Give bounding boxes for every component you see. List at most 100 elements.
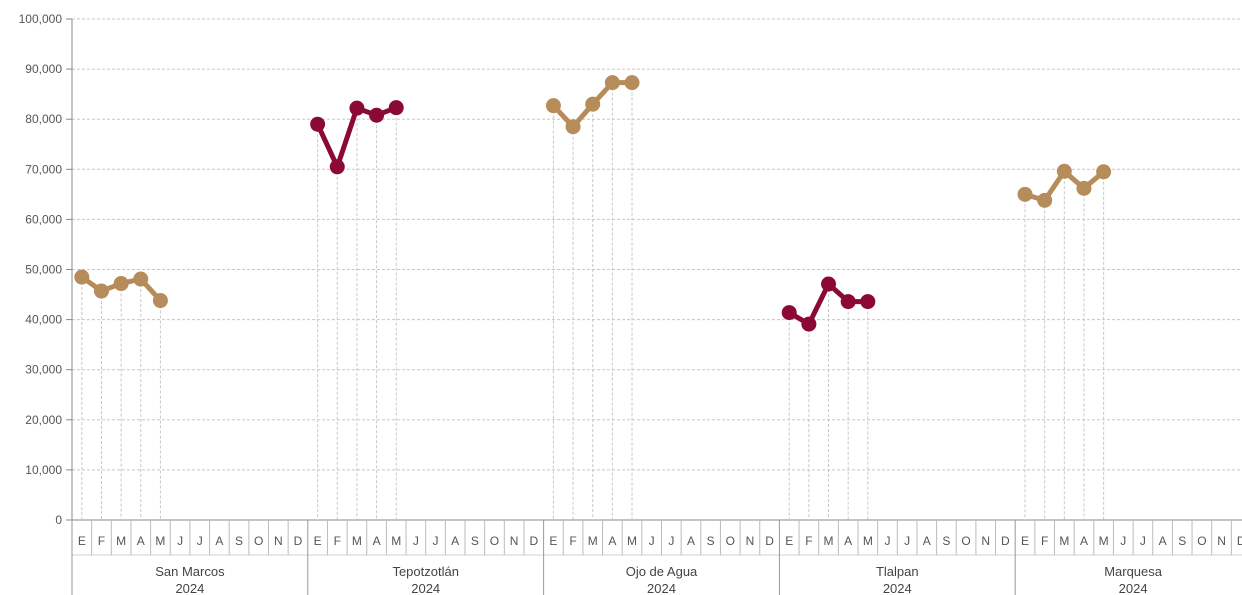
data-point [585,96,601,112]
x-tick-label: D [1237,534,1242,548]
x-tick-label: M [588,534,598,548]
x-tick-label: F [334,534,341,548]
x-tick-label: S [235,534,243,548]
x-tick-label: F [98,534,105,548]
group-label: Tlalpan [876,564,919,579]
group-label: Ojo de Agua [626,564,698,579]
data-point [310,116,326,132]
x-tick-label: J [884,534,890,548]
x-tick-label: A [215,534,223,548]
group-label: San Marcos [155,564,225,579]
x-tick-label: A [1159,534,1167,548]
x-tick-label: M [863,534,873,548]
y-tick-label: 40,000 [25,313,62,327]
y-tick-label: 50,000 [25,263,62,277]
x-tick-label: A [137,534,145,548]
x-tick-label: S [707,534,715,548]
y-tick-label: 20,000 [25,413,62,427]
x-tick-label: A [844,534,852,548]
year-label: 2024 [883,581,912,595]
data-point [545,98,561,114]
data-point [821,276,837,292]
x-tick-label: J [433,534,439,548]
x-tick-label: F [1041,534,1048,548]
data-point [133,271,149,287]
y-tick-label: 0 [55,513,62,527]
x-tick-label: E [78,534,86,548]
data-point [840,294,856,310]
data-point [93,283,109,299]
x-tick-label: O [961,534,970,548]
data-point [604,75,620,91]
x-tick-label: O [726,534,735,548]
x-tick-label: A [608,534,616,548]
data-point [565,119,581,135]
y-tick-label: 10,000 [25,463,62,477]
year-label: 2024 [175,581,204,595]
y-axis: 0 10,000 20,000 30,000 40,000 50,000 60,000 70,… [19,12,73,527]
group-label: Tepotzotlán [392,564,459,579]
x-tick-label: S [1178,534,1186,548]
x-tick-label: M [391,534,401,548]
x-tick-label: E [314,534,322,548]
data-point [388,100,404,116]
y-tick-label: 80,000 [25,112,62,126]
data-point [801,316,817,332]
series-line [315,105,399,170]
x-tick-label: D [294,534,303,548]
x-tick-label: J [177,534,183,548]
y-tick-label: 60,000 [25,212,62,226]
y-tick-label: 90,000 [25,62,62,76]
x-tick-label: F [805,534,812,548]
data-point [1096,164,1112,180]
x-tick-label: M [1059,534,1069,548]
x-tick-label: D [765,534,774,548]
series-layer [74,75,1112,332]
grid-lines [72,18,1242,471]
x-tick-label: E [549,534,557,548]
group-label: Marquesa [1104,564,1163,579]
x-tick-label: N [274,534,283,548]
x-tick-label: E [1021,534,1029,548]
drop-lines [81,82,1105,520]
x-tick-label: M [116,534,126,548]
x-tick-label: N [746,534,755,548]
data-point [349,100,365,116]
x-tick-label: F [569,534,576,548]
x-tick-label: J [649,534,655,548]
year-label: 2024 [411,581,440,595]
data-point [113,276,129,292]
x-tick-label: N [981,534,990,548]
year-label: 2024 [1119,581,1148,595]
data-point [781,305,797,321]
x-tick-label: M [1099,534,1109,548]
data-point [1037,192,1053,208]
data-point [74,269,90,285]
y-tick-label: 30,000 [25,363,62,377]
data-point [1017,186,1033,202]
x-tick-label: M [627,534,637,548]
data-point [624,75,640,91]
x-tick-label: J [1140,534,1146,548]
data-point [152,293,168,309]
x-tick-label: J [1120,534,1126,548]
data-point [369,107,385,123]
x-tick-label: J [668,534,674,548]
x-tick-label: A [687,534,695,548]
x-tick-label: J [413,534,419,548]
x-tick-label: J [197,534,203,548]
data-point [329,159,345,175]
x-tick-label: N [510,534,519,548]
x-tick-label: O [1197,534,1206,548]
x-tick-label: O [254,534,263,548]
x-tick-label: S [942,534,950,548]
x-tick-label: A [923,534,931,548]
data-point [1076,180,1092,196]
x-tick-label: M [155,534,165,548]
x-tick-label: A [1080,534,1088,548]
x-tick-label: D [1001,534,1010,548]
x-tick-label: J [904,534,910,548]
y-tick-label: 70,000 [25,162,62,176]
